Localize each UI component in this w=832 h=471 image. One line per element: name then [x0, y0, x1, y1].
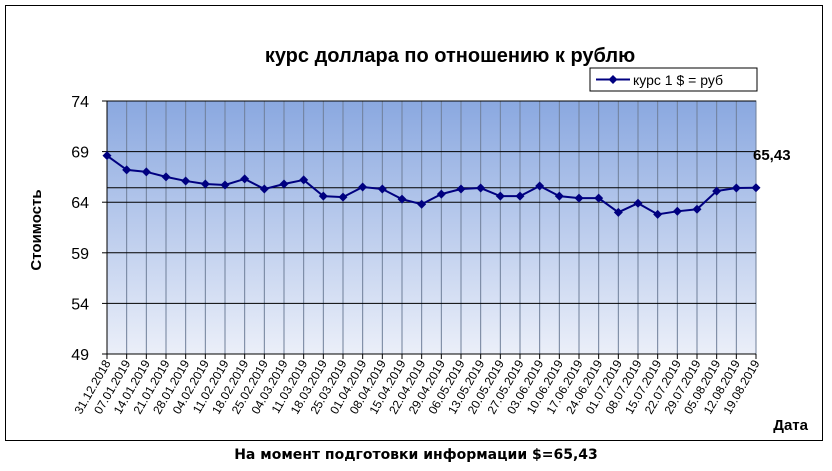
- data-point: [436, 189, 446, 199]
- data-point: [338, 192, 348, 202]
- caption: На момент подготовки информации $=65,43: [234, 447, 598, 463]
- data-point: [318, 191, 328, 201]
- chart-title: курс доллара по отношению к рублю: [265, 45, 635, 67]
- legend-box: [589, 67, 758, 92]
- data-point: [417, 199, 427, 209]
- data-point: [279, 179, 289, 189]
- data-point: [220, 180, 230, 190]
- data-point: [377, 184, 387, 194]
- y-tick-label: 69: [71, 145, 89, 162]
- plot-area: [106, 100, 757, 355]
- data-point: [456, 184, 466, 194]
- data-point: [554, 191, 564, 201]
- data-point: [574, 193, 584, 203]
- data-point: [495, 191, 505, 201]
- y-axis-label: Стоимость: [28, 189, 45, 270]
- data-point: [751, 183, 761, 193]
- data-point: [613, 207, 623, 217]
- data-point: [200, 179, 210, 189]
- data-point: [476, 183, 486, 193]
- y-tick-label: 54: [71, 296, 89, 313]
- data-point: [141, 167, 151, 177]
- data-point: [358, 182, 368, 192]
- data-point: [240, 174, 250, 184]
- data-point: [692, 204, 702, 214]
- y-tick-label: 59: [71, 246, 89, 263]
- data-point: [102, 151, 112, 161]
- data-point: [397, 194, 407, 204]
- data-point: [535, 181, 545, 191]
- data-point: [181, 176, 191, 186]
- reference-value-label: 65,43: [753, 147, 791, 164]
- data-point: [515, 191, 525, 201]
- y-tick-label: 49: [71, 347, 89, 364]
- data-point: [731, 183, 741, 193]
- legend-label: курс 1 $ = руб: [633, 72, 723, 88]
- y-tick-label: 74: [71, 94, 89, 111]
- data-point: [712, 186, 722, 196]
- legend: курс 1 $ = руб: [589, 67, 758, 92]
- y-tick-label: 64: [71, 195, 89, 212]
- data-point: [259, 184, 269, 194]
- legend-marker-swatch: [608, 75, 618, 84]
- data-point: [653, 209, 663, 219]
- data-point: [633, 198, 643, 208]
- data-point: [122, 165, 132, 175]
- series-line: [106, 154, 757, 216]
- data-point: [594, 193, 604, 203]
- data-point: [672, 206, 682, 216]
- data-point: [299, 175, 309, 185]
- x-axis-label: Дата: [773, 417, 808, 434]
- data-point: [161, 172, 171, 182]
